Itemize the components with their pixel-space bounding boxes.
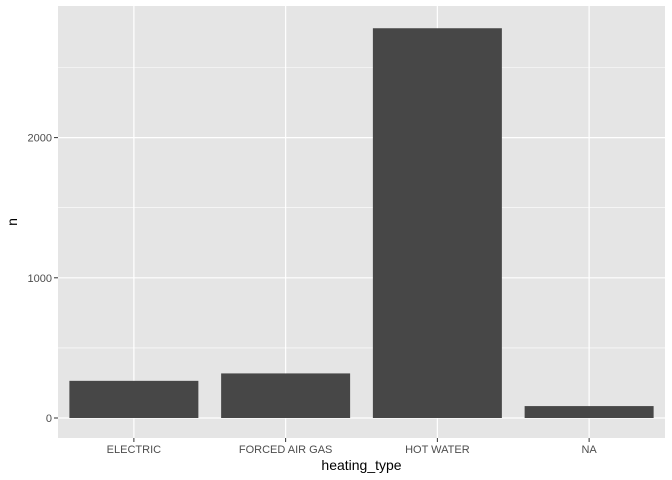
y-axis-ticks: 0 1000 2000: [28, 133, 58, 425]
y-tick-label: 2000: [28, 133, 52, 145]
y-axis-title: n: [4, 218, 20, 226]
x-axis-ticks: ELECTRIC FORCED AIR GAS HOT WATER NA: [107, 438, 597, 456]
x-axis-title: heating_type: [321, 457, 401, 473]
plot-panel: [58, 6, 665, 438]
bars: [69, 28, 654, 419]
x-tick-label: ELECTRIC: [107, 444, 161, 456]
x-tick-label: NA: [581, 444, 597, 456]
y-tick-label: 1000: [28, 273, 52, 285]
x-tick-label: HOT WATER: [405, 444, 470, 456]
y-tick-label: 0: [46, 413, 52, 425]
x-tick-label: FORCED AIR GAS: [239, 444, 333, 456]
bar-electric: [69, 380, 199, 418]
bar-hot-water: [372, 28, 502, 419]
minor-gridlines: [58, 67, 665, 349]
bar-na: [524, 406, 654, 418]
bar-forced-air-gas: [221, 373, 351, 418]
